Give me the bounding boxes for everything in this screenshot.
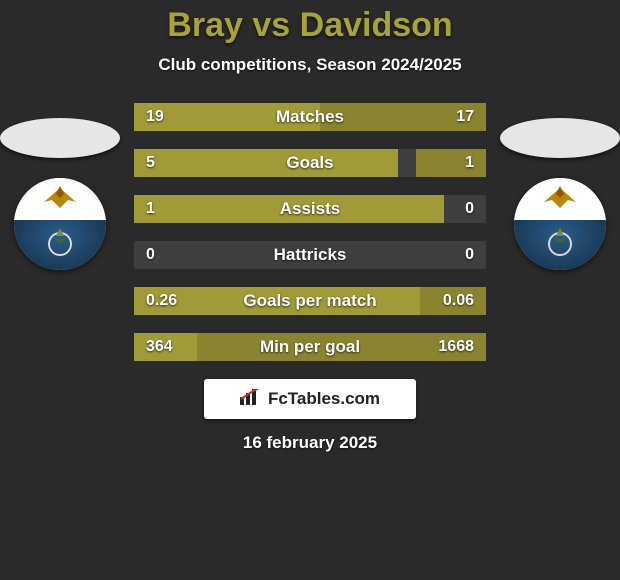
title-player-left: Bray [167,6,243,44]
stat-row: 1917Matches [134,103,486,131]
stat-label: Goals [134,149,486,177]
stat-label: Hattricks [134,241,486,269]
stat-row: 51Goals [134,149,486,177]
widget-container: Bray vs Davidson Club competitions, Seas… [0,0,620,580]
club-badge-left [14,178,106,270]
player-silhouette-left [0,118,120,158]
bars-icon [240,389,262,410]
stat-row: 00Hattricks [134,241,486,269]
stat-label: Matches [134,103,486,131]
stat-label: Goals per match [134,287,486,315]
eagle-icon [30,184,90,212]
stat-row: 10Assists [134,195,486,223]
title-player-right: Davidson [300,6,453,44]
stat-label: Assists [134,195,486,223]
brand-text: FcTables.com [268,389,380,409]
page-title: Bray vs Davidson [0,6,620,45]
thistle-icon [43,222,77,260]
brand-card[interactable]: FcTables.com [204,379,416,419]
stat-label: Min per goal [134,333,486,361]
badge-graphic [14,178,106,270]
club-badge-right [514,178,606,270]
stats-block: 1917Matches 51Goals 10Assists 00Hattricks 0.… [134,103,486,361]
thistle-icon [543,222,577,260]
title-vs: vs [252,6,290,44]
badge-graphic [514,178,606,270]
subtitle: Club competitions, Season 2024/2025 [0,55,620,75]
stat-row: 3641668Min per goal [134,333,486,361]
player-silhouette-right [500,118,620,158]
eagle-icon [530,184,590,212]
date-text: 16 february 2025 [0,433,620,453]
stat-row: 0.260.06Goals per match [134,287,486,315]
